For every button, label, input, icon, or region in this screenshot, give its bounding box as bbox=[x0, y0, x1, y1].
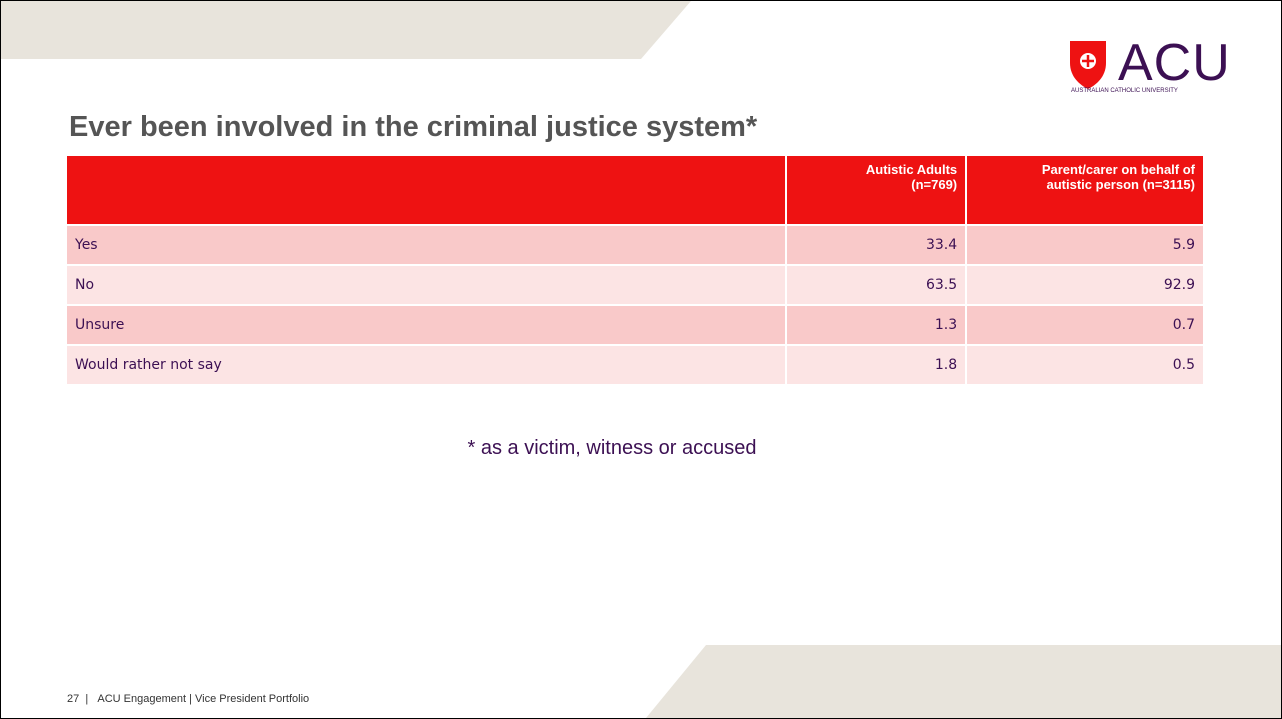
slide-title: Ever been involved in the criminal justi… bbox=[69, 111, 758, 143]
header-text: Autistic Adults (n=769) bbox=[865, 162, 958, 192]
value-cell: 0.7 bbox=[967, 306, 1203, 344]
header-text: Parent/carer on behalf of autistic perso… bbox=[1041, 162, 1195, 192]
top-band bbox=[1, 1, 691, 59]
label-cell: Yes bbox=[67, 226, 786, 264]
footer: 27 | ACU Engagement | Vice President Por… bbox=[67, 693, 310, 705]
page-number: 27 bbox=[67, 693, 80, 705]
logo-subtitle: AUSTRALIAN CATHOLIC UNIVERSITY bbox=[1071, 88, 1178, 94]
value-cell: 0.5 bbox=[967, 346, 1203, 384]
logo-cross bbox=[1082, 55, 1094, 67]
table-row: Yes 33.4 5.9 bbox=[67, 226, 1203, 264]
table-row: No 63.5 92.9 bbox=[67, 266, 1203, 304]
label-cell: Unsure bbox=[67, 306, 786, 344]
value-cell: 1.8 bbox=[787, 346, 966, 384]
header-cell bbox=[67, 156, 786, 224]
logo-name: ACU bbox=[1118, 34, 1231, 92]
label-cell: No bbox=[67, 266, 786, 304]
value-cell: 1.3 bbox=[787, 306, 966, 344]
value-cell: 92.9 bbox=[967, 266, 1203, 304]
footnote: * as a victim, witness or accused bbox=[467, 437, 757, 459]
value-cell: 63.5 bbox=[787, 266, 966, 304]
value-cell: 5.9 bbox=[967, 226, 1203, 264]
header-row: Autistic Adults (n=769) Parent/carer on … bbox=[67, 156, 1203, 224]
data-table: Autistic Adults (n=769) Parent/carer on … bbox=[65, 154, 1205, 386]
label-cell: Would rather not say bbox=[67, 346, 786, 384]
table-row: Would rather not say 1.8 0.5 bbox=[67, 346, 1203, 384]
footer-text: ACU Engagement | Vice President Portfoli… bbox=[97, 693, 310, 705]
table-row: Unsure 1.3 0.7 bbox=[67, 306, 1203, 344]
header-cell: Autistic Adults (n=769) bbox=[787, 156, 966, 224]
bottom-band bbox=[646, 645, 1281, 718]
value-cell: 33.4 bbox=[787, 226, 966, 264]
header-cell: Parent/carer on behalf of autistic perso… bbox=[967, 156, 1203, 224]
